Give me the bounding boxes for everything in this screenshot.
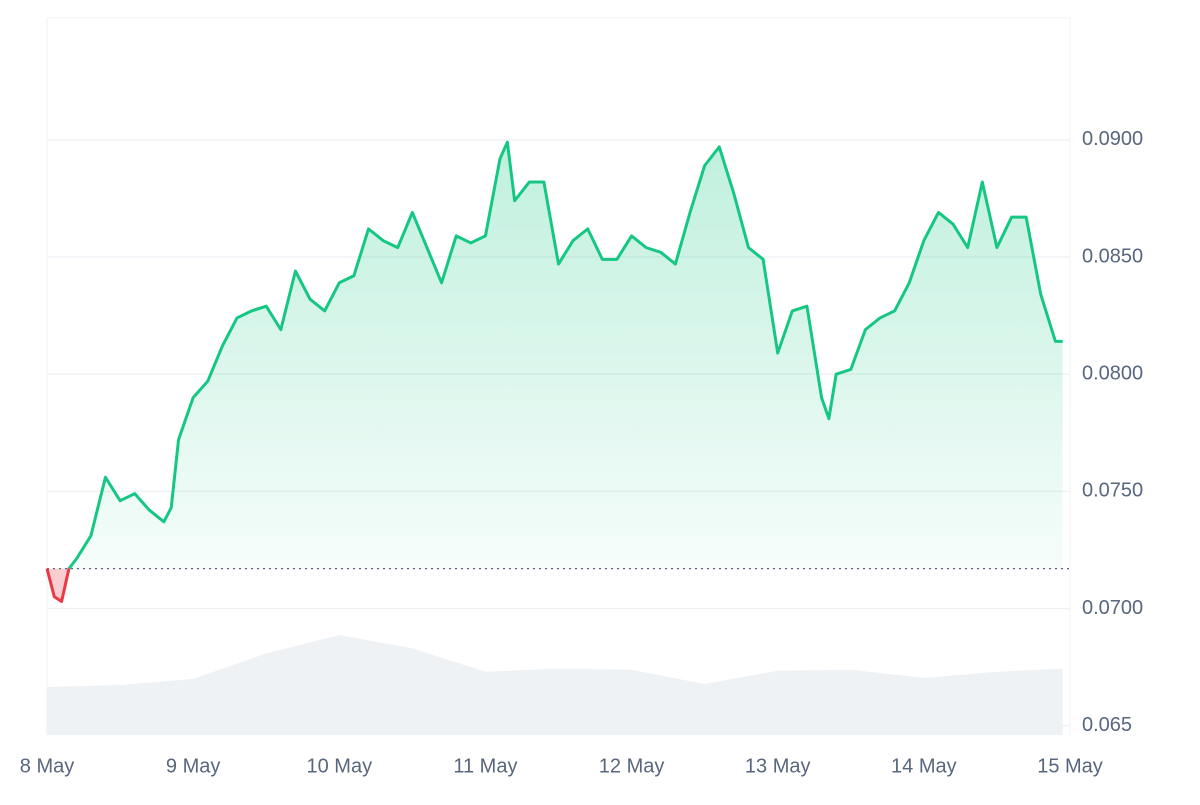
- x-tick-label: 14 May: [891, 755, 957, 777]
- y-tick-label: 0.0700: [1082, 597, 1143, 619]
- y-tick-label: 0.0850: [1082, 245, 1143, 267]
- x-tick-label: 13 May: [745, 755, 811, 777]
- volume-area: [47, 635, 1063, 735]
- y-tick-label: 0.0900: [1082, 128, 1143, 150]
- x-tick-label: 12 May: [599, 755, 665, 777]
- x-tick-label: 15 May: [1037, 755, 1103, 777]
- y-tick-label: 0.065: [1082, 714, 1132, 736]
- y-tick-label: 0.0750: [1082, 480, 1143, 502]
- y-tick-label: 0.0800: [1082, 362, 1143, 384]
- x-tick-label: 10 May: [306, 755, 372, 777]
- x-tick-label: 8 May: [20, 755, 74, 777]
- x-tick-label: 9 May: [166, 755, 220, 777]
- price-area: [47, 142, 1063, 602]
- price-line: [45, 140, 1063, 603]
- x-tick-label: 11 May: [453, 755, 517, 777]
